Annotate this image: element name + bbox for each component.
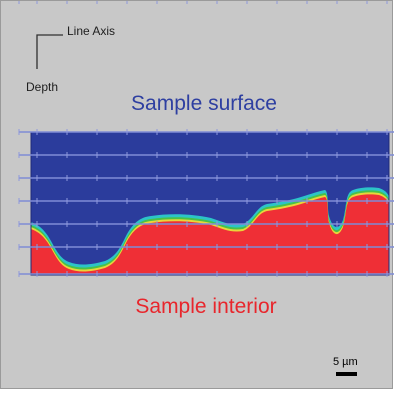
line-axis-label: Line Axis	[67, 24, 116, 38]
depth-axis-label: Depth	[26, 80, 59, 94]
scan-line-ticks	[18, 1, 388, 278]
scale-bar-label: 5 µm	[333, 356, 358, 368]
scale-bar	[336, 372, 357, 376]
sample-surface-label: Sample surface	[131, 92, 277, 115]
interior-phase-region	[31, 194, 389, 275]
scan-lines	[19, 131, 394, 275]
sample-interior-label: Sample interior	[135, 295, 277, 318]
